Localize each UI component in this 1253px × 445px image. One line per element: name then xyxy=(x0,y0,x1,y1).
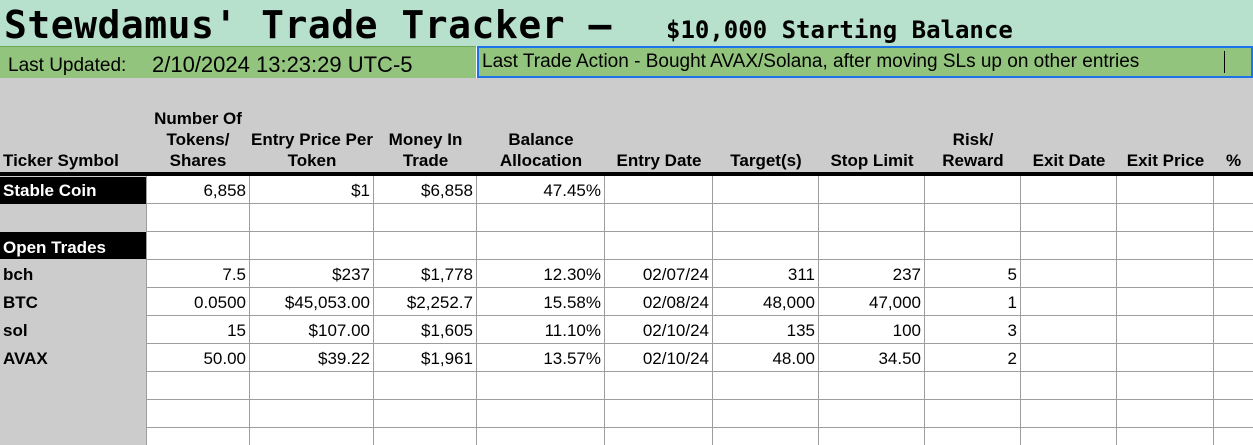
trade-stop-cell[interactable]: 34.50 xyxy=(878,349,921,368)
stable-coin-label[interactable]: Stable Coin xyxy=(0,177,146,204)
trade-allocation-cell[interactable]: 15.58% xyxy=(543,293,601,312)
trade-allocation-cell[interactable]: 12.30% xyxy=(543,265,601,284)
text-cursor xyxy=(1224,51,1225,73)
trade-stop-cell[interactable]: 100 xyxy=(892,321,921,340)
grid-line xyxy=(924,176,925,445)
grid-line xyxy=(712,176,713,445)
trade-money-cell[interactable]: $2,252.7 xyxy=(406,293,473,312)
open-trades-label[interactable]: Open Trades xyxy=(0,232,146,259)
trade-money-cell[interactable]: $1,961 xyxy=(421,349,473,368)
grid-line xyxy=(373,176,374,445)
trade-stop-cell[interactable]: 47,000 xyxy=(869,293,921,312)
last-trade-action-cell[interactable]: Last Trade Action - Bought AVAX/Solana, … xyxy=(477,46,1253,78)
header-percent[interactable]: % xyxy=(1225,151,1242,170)
trade-entry-price-cell[interactable]: $107.00 xyxy=(308,321,370,340)
trade-allocation-cell[interactable]: 11.10% xyxy=(544,321,601,340)
grid-line xyxy=(818,176,819,445)
grid-line xyxy=(146,371,1253,372)
header-entry-date[interactable]: Entry Date xyxy=(616,151,702,170)
header-exit-price[interactable]: Exit Price xyxy=(1126,151,1205,170)
last-updated-cell[interactable]: Last Updated: 2/10/2024 13:23:29 UTC-5 xyxy=(0,46,476,78)
grid-line xyxy=(146,287,1253,288)
starting-balance-title: $10,000 Starting Balance xyxy=(666,16,1013,44)
trade-target-cell[interactable]: 135 xyxy=(786,321,815,340)
trade-entry-price-cell[interactable]: $237 xyxy=(332,265,370,284)
last-updated-label: Last Updated: xyxy=(8,55,127,76)
grid-line xyxy=(1116,176,1117,445)
trade-money-cell[interactable]: $1,778 xyxy=(421,265,473,284)
trade-tokens-cell[interactable]: 7.5 xyxy=(222,265,246,284)
header-number-of-tokens[interactable]: Number Of Tokens/ Shares xyxy=(154,109,242,170)
trade-ticker-cell[interactable]: AVAX xyxy=(3,349,48,368)
header-balance-allocation[interactable]: Balance Allocation xyxy=(499,130,583,170)
stable-money-cell[interactable]: $6,858 xyxy=(421,181,473,200)
trade-entry-price-cell[interactable]: $39.22 xyxy=(318,349,370,368)
last-updated-value: 2/10/2024 13:23:29 UTC-5 xyxy=(152,52,413,77)
grid-line xyxy=(1213,176,1214,445)
stable-entry-price-cell[interactable]: $1 xyxy=(351,181,370,200)
trade-ticker-cell[interactable]: sol xyxy=(3,321,28,340)
trade-risk-reward-cell[interactable]: 1 xyxy=(1007,293,1017,312)
stable-tokens-cell[interactable]: 6,858 xyxy=(203,181,246,200)
header-targets[interactable]: Target(s) xyxy=(730,151,802,170)
grid-line xyxy=(1020,176,1021,445)
trade-entry-price-cell[interactable]: $45,053.00 xyxy=(284,293,370,312)
trade-stop-cell[interactable]: 237 xyxy=(892,265,921,284)
trade-target-cell[interactable]: 311 xyxy=(787,265,815,284)
grid-line xyxy=(146,399,1253,400)
stable-allocation-cell[interactable]: 47.45% xyxy=(543,181,601,200)
header-money-in-trade[interactable]: Money In Trade xyxy=(388,130,463,170)
header-exit-date[interactable]: Exit Date xyxy=(1032,151,1106,170)
trade-risk-reward-cell[interactable]: 2 xyxy=(1007,349,1017,368)
trade-entry-date-cell[interactable]: 02/07/24 xyxy=(642,265,709,284)
trade-entry-date-cell[interactable]: 02/10/24 xyxy=(642,321,709,340)
trade-target-cell[interactable]: 48.00 xyxy=(772,349,815,368)
trade-tokens-cell[interactable]: 50.00 xyxy=(203,349,246,368)
trade-entry-date-cell[interactable]: 02/10/24 xyxy=(642,349,709,368)
title-bar: Stewdamus' Trade Tracker – $10,000 Start… xyxy=(0,0,1253,46)
column-header-band xyxy=(0,78,1253,172)
grid-line xyxy=(604,176,605,445)
grid-line xyxy=(476,176,477,445)
header-rule xyxy=(0,172,1253,176)
grid-line xyxy=(146,427,1253,428)
sheet-title: Stewdamus' Trade Tracker – xyxy=(4,3,612,46)
grid-line xyxy=(249,176,250,445)
header-ticker-symbol[interactable]: Ticker Symbol xyxy=(3,151,119,170)
trade-risk-reward-cell[interactable]: 5 xyxy=(1007,265,1017,284)
trade-risk-reward-cell[interactable]: 3 xyxy=(1007,321,1017,340)
grid-line xyxy=(146,259,1253,260)
trade-entry-date-cell[interactable]: 02/08/24 xyxy=(642,293,709,312)
header-risk-reward[interactable]: Risk/ Reward xyxy=(942,130,1004,170)
grid-line xyxy=(146,343,1253,344)
trade-ticker-cell[interactable]: BTC xyxy=(3,293,38,312)
trade-money-cell[interactable]: $1,605 xyxy=(421,321,473,340)
trade-tokens-cell[interactable]: 15 xyxy=(227,321,246,340)
grid-line xyxy=(146,176,147,445)
grid-line xyxy=(146,231,1253,232)
grid-line xyxy=(146,203,1253,204)
trade-ticker-cell[interactable]: bch xyxy=(3,265,34,284)
trade-target-cell[interactable]: 48,000 xyxy=(763,293,815,312)
ticker-column-background xyxy=(0,172,146,445)
header-stop-limit[interactable]: Stop Limit xyxy=(830,151,914,170)
last-trade-action-text: Last Trade Action - Bought AVAX/Solana, … xyxy=(482,51,1140,72)
trade-tokens-cell[interactable]: 0.0500 xyxy=(194,293,246,312)
trade-allocation-cell[interactable]: 13.57% xyxy=(543,349,601,368)
header-entry-price[interactable]: Entry Price Per Token xyxy=(251,130,373,170)
grid-line xyxy=(146,315,1253,316)
